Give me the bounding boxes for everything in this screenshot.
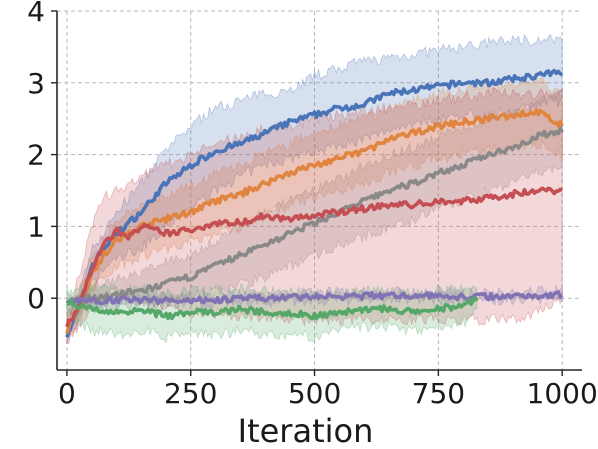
axes bbox=[51, 10, 582, 376]
series-3-line bbox=[65, 186, 564, 328]
series-lines bbox=[65, 68, 564, 338]
x-tick-label: 0 bbox=[58, 377, 76, 410]
series-0-line bbox=[65, 68, 564, 338]
series-1-band bbox=[66, 75, 563, 336]
series-0-band bbox=[66, 33, 563, 344]
x-tick-label: 750 bbox=[412, 377, 465, 410]
x-tick-label: 250 bbox=[164, 377, 217, 410]
series-2-line bbox=[65, 126, 564, 305]
y-tick-label: 2 bbox=[27, 139, 45, 172]
x-tick-label: 1000 bbox=[527, 377, 598, 410]
y-tick-label: 1 bbox=[27, 210, 45, 243]
y-tick-label: 4 bbox=[27, 0, 45, 28]
series-5-line bbox=[66, 295, 479, 321]
series-4-line bbox=[65, 290, 564, 307]
x-axis-title: Iteration bbox=[238, 412, 374, 449]
series-2-band bbox=[66, 88, 563, 316]
tick-labels: 0 250 500 750 1000 0 1 2 3 4 bbox=[27, 0, 598, 410]
y-tick-label: 3 bbox=[27, 67, 45, 100]
y-tick-label: 0 bbox=[27, 282, 45, 315]
x-tick-label: 500 bbox=[288, 377, 341, 410]
